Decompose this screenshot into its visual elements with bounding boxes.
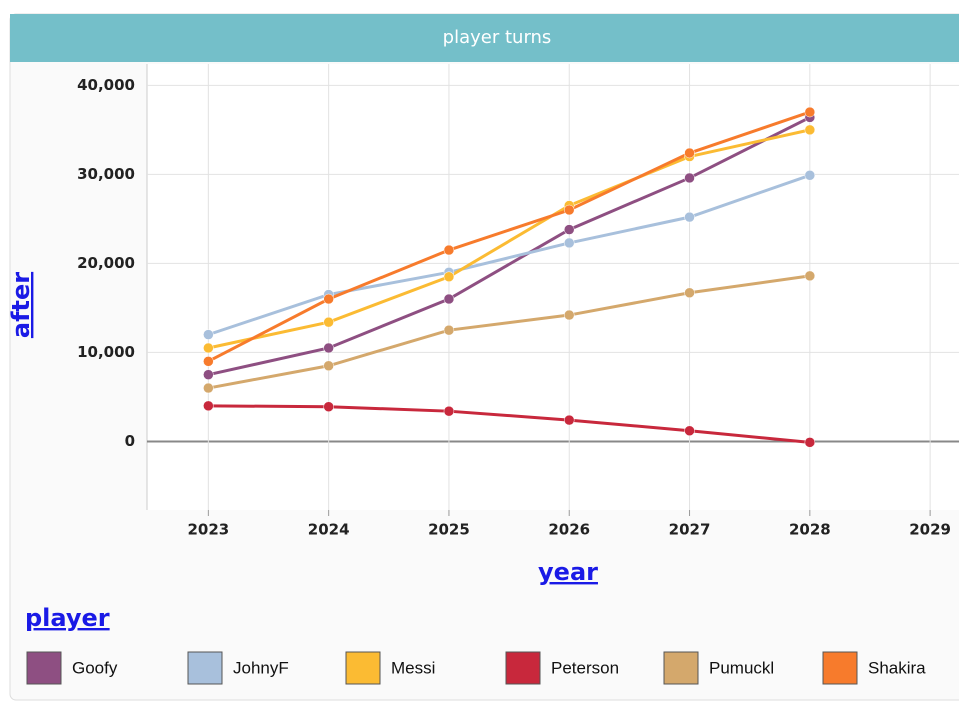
series-line bbox=[208, 274, 811, 390]
data-point bbox=[323, 401, 334, 412]
chart-title: player turns bbox=[443, 27, 552, 48]
legend-label: Goofy bbox=[72, 658, 118, 677]
data-point bbox=[563, 224, 575, 235]
x-tick-label: 2024 bbox=[308, 521, 350, 539]
legend-swatch bbox=[822, 651, 858, 685]
legend-swatch bbox=[505, 651, 541, 685]
legend-swatch bbox=[345, 651, 381, 685]
x-tick-label: 2025 bbox=[428, 521, 470, 539]
y-tick-label: 0 bbox=[125, 432, 135, 450]
x-tick-label: 2026 bbox=[548, 521, 590, 539]
data-point bbox=[684, 147, 695, 159]
legend-swatch bbox=[187, 651, 223, 685]
x-tick-label: 2029 bbox=[909, 521, 951, 539]
data-point bbox=[443, 271, 455, 283]
data-point bbox=[684, 287, 695, 299]
data-point bbox=[203, 329, 214, 340]
data-point bbox=[684, 172, 695, 184]
y-tick-label: 30,000 bbox=[77, 165, 135, 183]
series-line bbox=[207, 173, 811, 337]
data-point bbox=[563, 414, 575, 426]
data-point bbox=[563, 237, 575, 249]
data-point bbox=[443, 405, 455, 417]
data-point bbox=[323, 360, 334, 372]
data-point bbox=[804, 170, 816, 181]
data-point bbox=[203, 356, 214, 367]
legend-label: JohnyF bbox=[233, 658, 289, 677]
legend-label: Messi bbox=[391, 658, 435, 677]
series-line bbox=[208, 404, 810, 444]
data-point bbox=[443, 293, 455, 305]
data-point bbox=[203, 382, 214, 394]
legend-label: Peterson bbox=[551, 658, 619, 677]
data-point bbox=[323, 316, 334, 328]
x-tick-label: 2027 bbox=[669, 521, 711, 539]
data-point bbox=[203, 400, 214, 412]
data-point bbox=[804, 270, 816, 282]
data-point bbox=[443, 244, 455, 256]
header bbox=[10, 14, 959, 62]
y-axis-label[interactable]: after bbox=[7, 272, 35, 338]
series-line bbox=[208, 116, 811, 377]
data-point bbox=[203, 342, 214, 354]
legend-swatch bbox=[26, 651, 62, 685]
data-point bbox=[563, 204, 575, 216]
data-point bbox=[443, 324, 455, 336]
data-point bbox=[804, 437, 816, 448]
data-point bbox=[323, 342, 334, 354]
data-point bbox=[804, 106, 816, 118]
data-point bbox=[684, 425, 695, 437]
x-tick-label: 2023 bbox=[187, 521, 229, 539]
legend-label: Pumuckl bbox=[709, 658, 774, 677]
series-line bbox=[208, 128, 811, 350]
series-line bbox=[207, 110, 811, 363]
plot-area bbox=[147, 64, 959, 510]
y-tick-label: 20,000 bbox=[77, 254, 135, 272]
data-point bbox=[804, 124, 816, 136]
legend-swatch bbox=[663, 651, 699, 685]
legend-title[interactable]: player bbox=[25, 604, 110, 632]
data-point bbox=[323, 293, 334, 305]
data-point bbox=[563, 309, 575, 321]
legend-label: Shakira bbox=[868, 658, 926, 677]
data-point bbox=[684, 211, 695, 223]
y-tick-label: 40,000 bbox=[77, 76, 135, 94]
data-point bbox=[203, 369, 214, 380]
x-axis-label[interactable]: year bbox=[538, 558, 598, 586]
y-tick-label: 10,000 bbox=[77, 343, 135, 361]
x-tick-label: 2028 bbox=[789, 521, 831, 539]
